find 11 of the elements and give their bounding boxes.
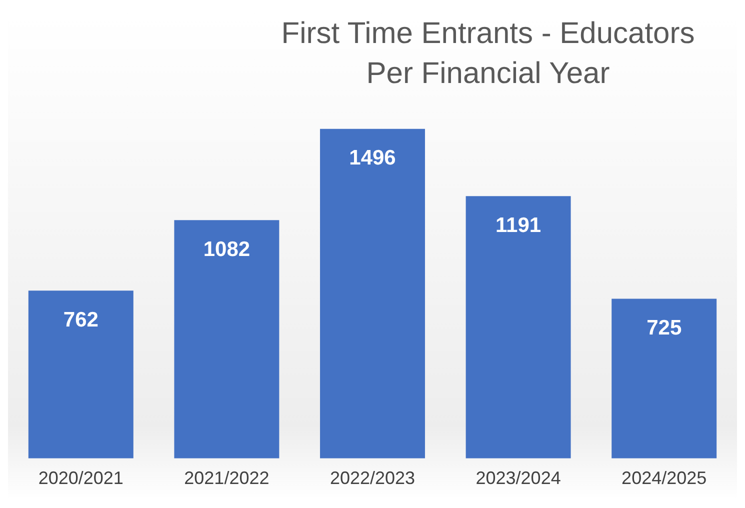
x-tick-label: 2024/2025 xyxy=(622,468,707,488)
x-tick-label: 2020/2021 xyxy=(38,468,124,488)
x-tick-label: 2023/2024 xyxy=(476,468,561,488)
x-tick-label: 2022/2023 xyxy=(330,468,416,488)
data-label: 725 xyxy=(646,316,682,340)
data-label: 1496 xyxy=(349,146,396,170)
data-label: 1191 xyxy=(496,214,542,237)
x-tick-label: 2021/2022 xyxy=(184,468,270,488)
data-label: 1082 xyxy=(203,238,250,261)
data-label: 762 xyxy=(63,308,98,332)
chart-title: First Time Entrants - Educators Per Financial Year xyxy=(280,16,696,92)
